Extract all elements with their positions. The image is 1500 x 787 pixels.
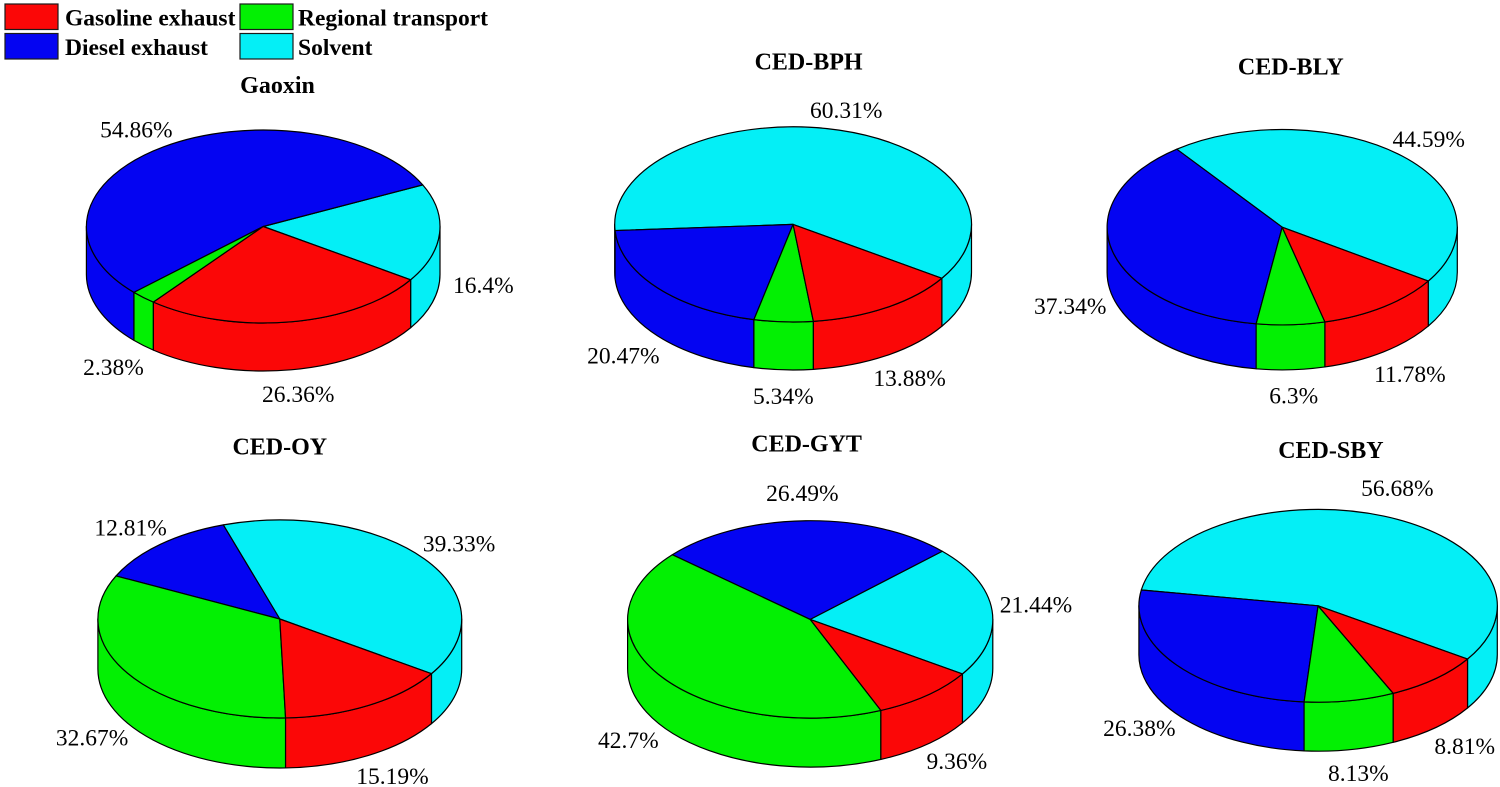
svg-text:26.38%: 26.38% (1103, 716, 1175, 742)
svg-text:8.81%: 8.81% (1434, 734, 1495, 760)
svg-text:26.36%: 26.36% (262, 382, 334, 408)
svg-text:2.38%: 2.38% (83, 355, 144, 381)
svg-text:20.47%: 20.47% (587, 344, 659, 370)
svg-text:Solvent: Solvent (298, 35, 373, 61)
svg-text:6.3%: 6.3% (1269, 384, 1318, 410)
svg-text:44.59%: 44.59% (1392, 127, 1464, 153)
svg-text:Gaoxin: Gaoxin (240, 73, 315, 99)
svg-text:5.34%: 5.34% (753, 384, 814, 410)
svg-text:39.33%: 39.33% (423, 532, 495, 558)
svg-text:13.88%: 13.88% (873, 366, 945, 392)
svg-text:8.13%: 8.13% (1328, 761, 1389, 787)
svg-text:12.81%: 12.81% (94, 516, 166, 542)
svg-text:CED-BLY: CED-BLY (1238, 54, 1344, 80)
svg-text:56.68%: 56.68% (1361, 476, 1433, 502)
svg-text:11.78%: 11.78% (1374, 362, 1446, 388)
svg-text:60.31%: 60.31% (810, 98, 882, 124)
svg-text:21.44%: 21.44% (1000, 593, 1072, 619)
svg-text:CED-GYT: CED-GYT (751, 432, 862, 458)
svg-text:CED-BPH: CED-BPH (755, 49, 863, 75)
svg-text:26.49%: 26.49% (766, 481, 838, 507)
svg-text:CED-OY: CED-OY (232, 434, 327, 460)
svg-text:37.34%: 37.34% (1034, 294, 1106, 320)
svg-text:54.86%: 54.86% (100, 118, 172, 144)
svg-text:16.4%: 16.4% (453, 273, 514, 299)
svg-text:Gasoline exhaust: Gasoline exhaust (65, 5, 236, 31)
svg-text:CED-SBY: CED-SBY (1278, 438, 1383, 464)
svg-text:32.67%: 32.67% (56, 726, 128, 752)
svg-text:9.36%: 9.36% (926, 749, 987, 775)
svg-text:42.7%: 42.7% (598, 728, 659, 754)
svg-text:Diesel exhaust: Diesel exhaust (65, 35, 208, 61)
svg-text:Regional transport: Regional transport (298, 5, 488, 31)
svg-text:15.19%: 15.19% (356, 764, 428, 787)
